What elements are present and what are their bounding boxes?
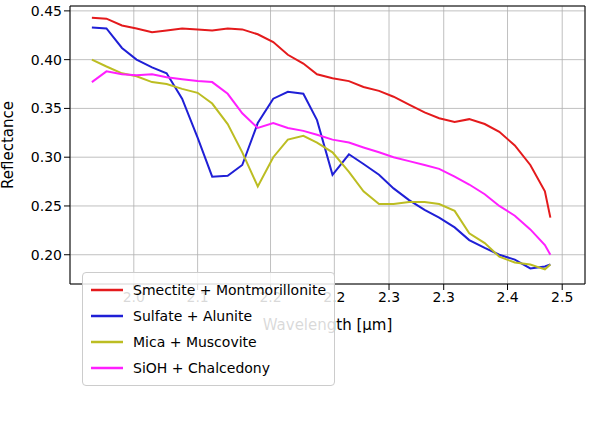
svg-text:0.20: 0.20 <box>31 247 62 263</box>
svg-text:2.2: 2.2 <box>323 289 345 305</box>
svg-text:0.35: 0.35 <box>31 100 62 116</box>
svg-text:0.30: 0.30 <box>31 149 62 165</box>
svg-text:2.2: 2.2 <box>259 289 281 305</box>
svg-text:2.5: 2.5 <box>551 289 573 305</box>
svg-text:2.0: 2.0 <box>123 289 145 305</box>
svg-text:Reflectance: Reflectance <box>8 101 17 189</box>
svg-text:2.3: 2.3 <box>433 289 455 305</box>
svg-text:Wavelength [µm]: Wavelength [µm] <box>263 316 393 334</box>
svg-text:2.4: 2.4 <box>496 289 518 305</box>
svg-text:2.3: 2.3 <box>378 289 400 305</box>
svg-text:0.40: 0.40 <box>31 52 62 68</box>
svg-text:0.25: 0.25 <box>31 198 62 214</box>
svg-text:2.1: 2.1 <box>186 289 208 305</box>
svg-text:0.45: 0.45 <box>31 3 62 19</box>
